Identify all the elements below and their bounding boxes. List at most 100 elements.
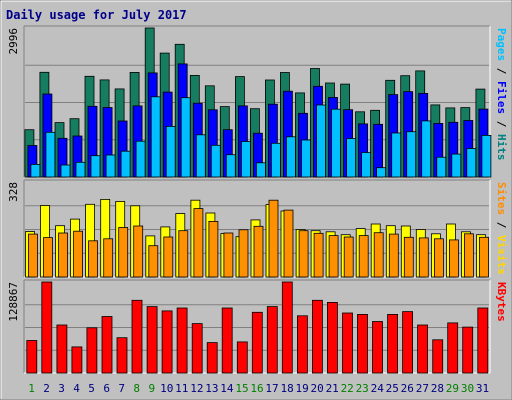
day-label-27: 27 <box>416 382 429 395</box>
bar-pages-day-30 <box>466 148 477 178</box>
day-label-3: 3 <box>58 382 65 395</box>
bar-pages-day-15 <box>240 141 251 178</box>
bar-sites-day-30 <box>463 233 474 278</box>
bar-pages-day-17 <box>270 142 281 178</box>
bar-pages-day-16 <box>255 162 266 178</box>
bar-sites-day-27 <box>418 237 429 278</box>
bar-sites-day-14 <box>223 232 234 278</box>
day-labels: 1 2 3 4 5 6 7 8 9 10 11 12 13 14 15 16 17 18 19 20 21 22 23 24 2… <box>28 382 489 395</box>
day-label-5: 5 <box>88 382 95 395</box>
bar-kbytes-day-13 <box>206 342 218 374</box>
panel-visits-ymax-label: 328 <box>7 182 20 202</box>
legend-part: Hits <box>495 134 508 161</box>
bar-pages-day-27 <box>421 120 432 178</box>
bar-pages-day-21 <box>331 108 341 178</box>
day-label-1: 1 <box>28 382 35 395</box>
day-label-19: 19 <box>295 382 308 395</box>
day-label-22: 22 <box>341 382 354 395</box>
bar-pages-day-10 <box>165 126 176 178</box>
bar-pages-day-9 <box>150 96 161 178</box>
bar-pages-day-22 <box>346 138 357 178</box>
bar-kbytes-day-23 <box>357 313 368 374</box>
panel-hits-ymax-label: 2996 <box>7 28 20 55</box>
day-label-25: 25 <box>386 382 399 395</box>
bar-pages-day-4 <box>75 161 86 178</box>
bar-sites-day-19 <box>298 230 309 278</box>
bar-sites-day-18 <box>283 209 294 278</box>
panel-hits: 2996 Pages / Files / Hits <box>7 25 508 178</box>
series-pages <box>30 96 492 178</box>
bar-sites-day-12 <box>193 208 204 278</box>
bar-pages-day-24 <box>376 167 387 178</box>
bar-sites-day-4 <box>73 230 83 278</box>
bar-sites-day-20 <box>313 232 324 278</box>
bar-pages-day-5 <box>90 155 101 178</box>
day-label-11: 11 <box>175 382 188 395</box>
day-label-8: 8 <box>133 382 140 395</box>
bar-sites-day-31 <box>479 236 489 278</box>
bar-kbytes-day-4 <box>71 346 83 374</box>
bar-sites-day-2 <box>43 237 53 278</box>
panel-visits-legend: Sites / Visits <box>495 182 508 275</box>
bar-kbytes-day-10 <box>161 310 173 374</box>
bar-kbytes-day-1 <box>26 340 38 374</box>
bar-pages-day-18 <box>285 136 296 178</box>
bar-kbytes-day-24 <box>372 321 383 374</box>
panel-kbytes: 128867 KBytes <box>7 279 508 374</box>
bar-kbytes-day-9 <box>146 306 158 374</box>
day-label-10: 10 <box>160 382 173 395</box>
bar-pages-day-8 <box>135 140 146 178</box>
bar-pages-day-14 <box>225 154 236 178</box>
legend-part: KBytes <box>495 282 508 322</box>
bar-sites-day-7 <box>118 227 129 278</box>
day-label-28: 28 <box>431 382 444 395</box>
bar-pages-day-11 <box>180 97 191 178</box>
bar-sites-day-17 <box>268 199 279 278</box>
bar-pages-day-3 <box>60 164 71 178</box>
bar-kbytes-day-17 <box>266 306 278 374</box>
day-label-20: 20 <box>310 382 323 395</box>
bar-kbytes-day-28 <box>432 339 444 374</box>
bar-pages-day-1 <box>30 163 41 178</box>
bar-sites-day-29 <box>448 239 459 278</box>
day-label-29: 29 <box>446 382 459 395</box>
bar-pages-day-31 <box>481 134 492 178</box>
bar-pages-day-7 <box>120 150 131 178</box>
chart-title: Daily usage for July 2017 <box>6 8 187 22</box>
bar-sites-day-1 <box>28 233 38 278</box>
day-label-26: 26 <box>401 382 414 395</box>
panel-hits-legend: Pages / Files / Hits <box>495 28 508 161</box>
bar-sites-day-8 <box>133 225 144 278</box>
bar-sites-day-16 <box>253 225 264 278</box>
bar-sites-day-13 <box>208 220 219 278</box>
legend-part: / <box>495 215 508 235</box>
bar-pages-day-28 <box>436 156 447 178</box>
series-kbytes <box>26 281 489 374</box>
panel-kbytes-legend: KBytes <box>495 282 508 322</box>
bar-kbytes-day-2 <box>41 281 53 374</box>
day-label-21: 21 <box>326 382 339 395</box>
bar-sites-day-3 <box>58 232 68 278</box>
bar-kbytes-day-19 <box>296 315 308 374</box>
bar-kbytes-day-7 <box>116 337 128 374</box>
day-label-14: 14 <box>220 382 234 395</box>
day-label-31: 31 <box>476 382 489 395</box>
bar-pages-day-2 <box>45 131 56 178</box>
day-label-24: 24 <box>371 382 385 395</box>
bar-kbytes-day-14 <box>221 307 233 374</box>
legend-part: Files <box>495 81 508 114</box>
bar-kbytes-day-25 <box>387 313 399 374</box>
bar-sites-day-22 <box>343 236 354 278</box>
bar-sites-day-11 <box>178 230 189 278</box>
bar-kbytes-day-20 <box>311 299 323 374</box>
day-label-6: 6 <box>103 382 110 395</box>
bar-sites-day-10 <box>163 236 174 278</box>
bar-pages-day-12 <box>195 134 206 178</box>
bar-pages-day-13 <box>210 144 221 178</box>
bar-sites-day-21 <box>328 235 339 278</box>
day-label-30: 30 <box>461 382 474 395</box>
legend-part: Pages <box>495 28 508 61</box>
legend-part: Sites <box>495 182 508 215</box>
legend-part: / <box>495 114 508 134</box>
bar-kbytes-day-29 <box>447 322 459 374</box>
